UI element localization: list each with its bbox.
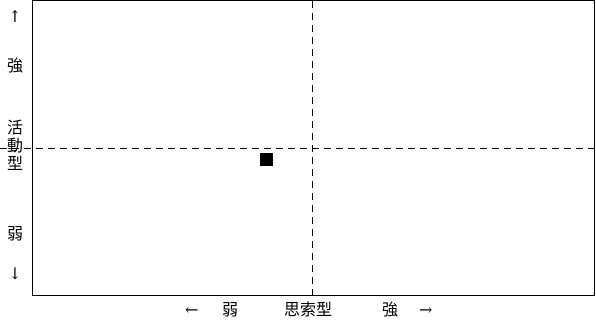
x-arrow-left: ← [185,300,199,319]
y-label-weak: 弱 [6,224,23,243]
y-label-strong: 強 [6,56,23,75]
x-title: 思索型 [284,300,333,319]
position-marker [260,153,273,166]
x-label-weak: 弱 [222,300,239,319]
y-arrow-down: ↓ [8,264,22,283]
y-title-char-2: 動 [6,136,23,155]
y-title-char-3: 型 [6,154,23,173]
x-label-strong: 強 [382,300,399,319]
x-arrow-right: → [419,300,433,319]
y-arrow-up: ↑ [8,7,22,26]
y-title-char-1: 活 [6,118,23,137]
